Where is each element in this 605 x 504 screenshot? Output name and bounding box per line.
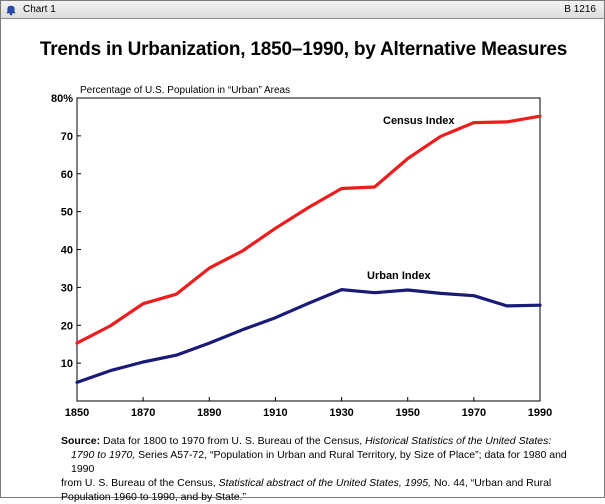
source-note: Source: Data for 1800 to 1970 from U. S.… (61, 434, 581, 504)
source-line1-a: Data for 1800 to 1970 from U. S. Bureau … (103, 435, 363, 447)
source-line3-b: No. 44, “Urban and Rural (433, 477, 552, 489)
series-line-urban-index (75, 288, 542, 384)
source-line2-b: Series A57-72, “Population in Urban and … (71, 449, 567, 475)
bell-icon (6, 5, 16, 15)
x-tick-label: 1910 (263, 407, 287, 419)
y-tick-label: 10 (61, 358, 73, 370)
y-tick-label: 80% (51, 93, 73, 105)
source-line1-italic: Historical Statistics of the United Stat… (365, 435, 552, 447)
x-tick-label: 1890 (197, 407, 221, 419)
window-title: Chart 1 (23, 4, 56, 15)
x-tick-label: 1970 (462, 407, 486, 419)
source-line2-italic: 1790 to 1970, (71, 449, 136, 461)
x-tick-label: 1850 (65, 407, 89, 419)
series-line-census-index (75, 114, 542, 345)
source-label: Source: (61, 435, 101, 447)
x-tick-label: 1990 (528, 407, 552, 419)
source-line3-italic: Statistical abstract of the United State… (218, 477, 432, 489)
source-line4: Population 1960 to 1990, and by State.” (61, 491, 247, 503)
y-tick-label: 60 (61, 169, 73, 181)
y-tick-label: 20 (61, 320, 73, 332)
y-tick-label: 30 (61, 282, 73, 294)
window-code: B 1216 (564, 4, 596, 15)
y-tick-label: 40 (61, 245, 73, 257)
x-tick-label: 1870 (131, 407, 155, 419)
y-tick-label: 50 (61, 207, 73, 219)
plot-frame (76, 97, 541, 402)
x-tick-label: 1950 (395, 407, 419, 419)
y-axis-label: Percentage of U.S. Population in “Urban”… (80, 85, 290, 96)
series-lines (75, 114, 542, 384)
source-line3-a: from U. S. Bureau of the Census, (61, 477, 216, 489)
tick-labels: 10 20 30 40 50 60 70 80% 1850 1870 1890 1910 1930 195… (51, 93, 552, 419)
axes (76, 97, 541, 402)
legend-census-index: Census Index (383, 115, 455, 127)
y-tick-label: 70 (61, 131, 73, 143)
legend-urban-index: Urban Index (367, 270, 431, 282)
window-titlebar[interactable]: Chart 1 B 1216 (1, 1, 604, 19)
x-tick-label: 1930 (329, 407, 353, 419)
chart-title: Trends in Urbanization, 1850–1990, by Al… (39, 39, 568, 60)
